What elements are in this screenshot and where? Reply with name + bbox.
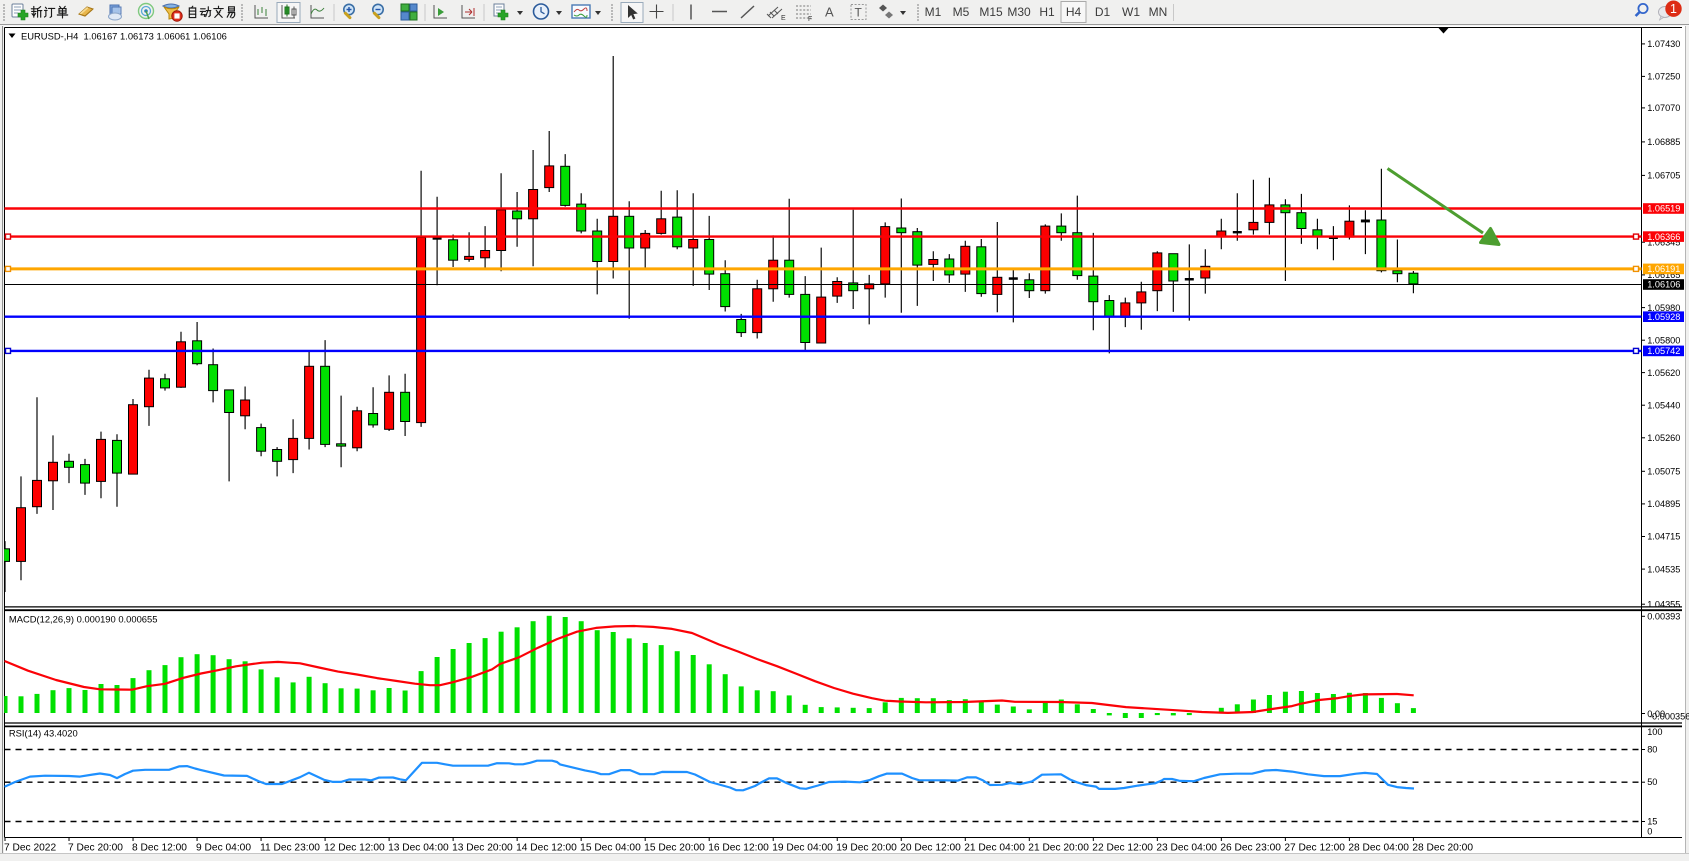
svg-text:21 Dec 04:00: 21 Dec 04:00 [964, 843, 1025, 854]
svg-text:0.00393: 0.00393 [1647, 612, 1680, 622]
svg-text:80: 80 [1647, 745, 1657, 755]
svg-text:7 Dec 2022: 7 Dec 2022 [4, 843, 56, 854]
svg-text:1.05800: 1.05800 [1647, 335, 1680, 345]
svg-text:1.06106: 1.06106 [1647, 280, 1680, 290]
svg-text:13 Dec 20:00: 13 Dec 20:00 [452, 843, 513, 854]
svg-text:21 Dec 20:00: 21 Dec 20:00 [1028, 843, 1089, 854]
svg-text:T: T [855, 6, 863, 20]
svg-text:1.05620: 1.05620 [1647, 368, 1680, 378]
svg-text:1.05980: 1.05980 [1647, 303, 1680, 313]
svg-text:1.04715: 1.04715 [1647, 532, 1680, 542]
svg-text:1.06366: 1.06366 [1647, 232, 1680, 242]
svg-text:27 Dec 12:00: 27 Dec 12:00 [1284, 843, 1345, 854]
svg-text:14 Dec 12:00: 14 Dec 12:00 [516, 843, 577, 854]
svg-text:1.04895: 1.04895 [1647, 499, 1680, 509]
svg-text:D1: D1 [1095, 5, 1111, 19]
svg-text:MN: MN [1149, 5, 1168, 19]
svg-text:15 Dec 20:00: 15 Dec 20:00 [644, 843, 705, 854]
svg-text:M15: M15 [979, 5, 1003, 19]
svg-text:M5: M5 [953, 5, 970, 19]
svg-text:19 Dec 04:00: 19 Dec 04:00 [772, 843, 833, 854]
svg-text:100: 100 [1647, 727, 1662, 737]
svg-text:28 Dec 20:00: 28 Dec 20:00 [1412, 843, 1473, 854]
svg-text:MACD(12,26,9) 0.000190 0.00065: MACD(12,26,9) 0.000190 0.000655 [9, 613, 158, 624]
svg-text:12 Dec 12:00: 12 Dec 12:00 [324, 843, 385, 854]
svg-text:22 Dec 12:00: 22 Dec 12:00 [1092, 843, 1153, 854]
svg-text:F: F [808, 16, 812, 23]
svg-text:1.05075: 1.05075 [1647, 467, 1680, 477]
svg-text:1.07070: 1.07070 [1647, 103, 1680, 113]
svg-text:16 Dec 12:00: 16 Dec 12:00 [708, 843, 769, 854]
svg-text:RSI(14) 43.4020: RSI(14) 43.4020 [9, 728, 78, 739]
svg-text:23 Dec 04:00: 23 Dec 04:00 [1156, 843, 1217, 854]
svg-text:H1: H1 [1039, 5, 1055, 19]
svg-text:15: 15 [1647, 817, 1657, 827]
svg-text:0.00: 0.00 [1647, 709, 1665, 719]
svg-text:1.07430: 1.07430 [1647, 39, 1680, 49]
svg-text:1.06165: 1.06165 [1647, 270, 1680, 280]
svg-text:M1: M1 [925, 5, 942, 19]
svg-text:1.05260: 1.05260 [1647, 433, 1680, 443]
svg-text:11 Dec 23:00: 11 Dec 23:00 [260, 843, 320, 854]
svg-text:1.06519: 1.06519 [1647, 204, 1680, 214]
svg-text:1.05742: 1.05742 [1647, 346, 1680, 356]
svg-text:7 Dec 20:00: 7 Dec 20:00 [68, 843, 123, 854]
svg-text:EURUSD-,H4 1.06167 1.06173 1.: EURUSD-,H4 1.06167 1.06173 1.06061 1.061… [21, 30, 227, 41]
svg-text:19 Dec 20:00: 19 Dec 20:00 [836, 843, 897, 854]
svg-text:W1: W1 [1122, 5, 1140, 19]
svg-text:E: E [781, 15, 786, 22]
svg-text:1.06191: 1.06191 [1647, 264, 1680, 274]
svg-text:9 Dec 04:00: 9 Dec 04:00 [196, 843, 251, 854]
svg-text:1.06705: 1.06705 [1647, 171, 1680, 181]
svg-text:20 Dec 12:00: 20 Dec 12:00 [900, 843, 961, 854]
svg-text:A: A [825, 5, 834, 20]
svg-text:8 Dec 12:00: 8 Dec 12:00 [132, 843, 187, 854]
svg-text:0: 0 [1647, 827, 1652, 837]
svg-text:26 Dec 23:00: 26 Dec 23:00 [1220, 843, 1281, 854]
svg-text:1.04535: 1.04535 [1647, 564, 1680, 574]
svg-text:1: 1 [1670, 2, 1677, 16]
svg-text:H4: H4 [1066, 5, 1082, 19]
svg-text:28 Dec 04:00: 28 Dec 04:00 [1348, 843, 1409, 854]
svg-text:50: 50 [1647, 777, 1657, 787]
svg-text:13 Dec 04:00: 13 Dec 04:00 [388, 843, 449, 854]
svg-text:-0.000356: -0.000356 [1649, 711, 1689, 721]
svg-text:15 Dec 04:00: 15 Dec 04:00 [580, 843, 641, 854]
svg-text:1.04355: 1.04355 [1647, 599, 1680, 609]
svg-text:1.05440: 1.05440 [1647, 400, 1680, 410]
svg-text:1.05928: 1.05928 [1647, 312, 1680, 322]
svg-text:M30: M30 [1007, 5, 1031, 19]
svg-text:1.07250: 1.07250 [1647, 72, 1680, 82]
svg-text:1.06345: 1.06345 [1647, 237, 1680, 247]
svg-text:1.06885: 1.06885 [1647, 137, 1680, 147]
